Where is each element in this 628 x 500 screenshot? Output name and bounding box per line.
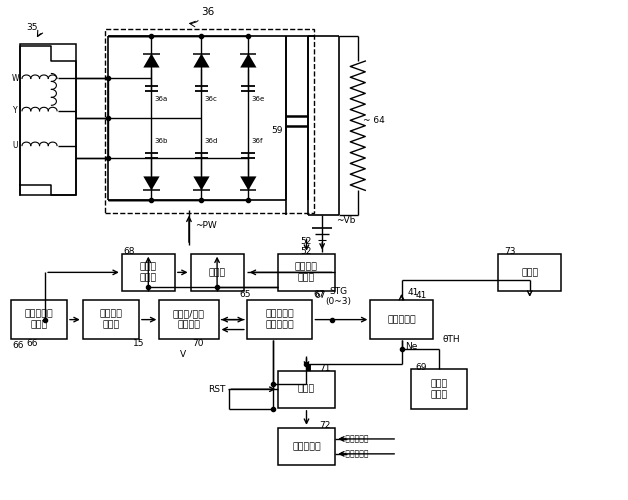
Bar — [20, 44, 77, 196]
Polygon shape — [143, 54, 160, 68]
Text: ←禁止判定值: ←禁止判定值 — [340, 434, 369, 444]
Text: ~Vb: ~Vb — [336, 216, 355, 224]
Bar — [160, 300, 219, 340]
Text: 占空比
设定部: 占空比 设定部 — [139, 262, 157, 282]
Text: ~ 64: ~ 64 — [363, 116, 384, 125]
Bar — [247, 300, 313, 340]
Text: 35: 35 — [26, 23, 38, 32]
Text: W: W — [11, 74, 19, 83]
Polygon shape — [193, 54, 210, 68]
Bar — [278, 428, 335, 465]
Text: 发送机转数
判定部: 发送机转数 判定部 — [24, 310, 53, 330]
Text: 41: 41 — [415, 291, 426, 300]
Text: 59: 59 — [271, 126, 283, 135]
Bar — [499, 254, 561, 291]
Bar — [371, 300, 433, 340]
Text: Y: Y — [13, 106, 18, 116]
Text: 节流阀
传感器: 节流阀 传感器 — [430, 379, 448, 400]
Text: V: V — [180, 350, 186, 359]
Text: U: U — [13, 141, 18, 150]
Polygon shape — [143, 176, 160, 190]
Polygon shape — [241, 54, 256, 68]
Text: RST: RST — [208, 384, 225, 394]
Text: 68: 68 — [123, 247, 135, 256]
Text: 67: 67 — [314, 291, 325, 300]
Text: 定时器: 定时器 — [521, 268, 538, 277]
Text: STG: STG — [329, 287, 347, 296]
Text: 36: 36 — [202, 8, 215, 18]
Bar — [278, 370, 335, 408]
Text: 状态判定部: 状态判定部 — [387, 315, 416, 324]
Text: 标记设定部: 标记设定部 — [292, 442, 321, 451]
Text: 调整器目标
电压切换部: 调整器目标 电压切换部 — [265, 310, 294, 330]
Text: 67: 67 — [314, 290, 325, 299]
Text: θTH: θTH — [442, 335, 460, 344]
Text: (0~3): (0~3) — [325, 296, 351, 306]
Bar — [278, 254, 335, 291]
Bar — [411, 370, 467, 409]
Text: Ne: Ne — [404, 342, 417, 351]
Bar — [11, 300, 67, 340]
Text: 71: 71 — [319, 364, 330, 373]
Text: 36e: 36e — [251, 96, 265, 102]
Text: ←许可判定值: ←许可判定值 — [340, 450, 369, 458]
Text: 36c: 36c — [205, 96, 217, 102]
Text: 36f: 36f — [251, 138, 263, 144]
Bar — [104, 28, 314, 212]
Bar — [190, 254, 244, 291]
Text: 转子角度
传感器: 转子角度 传感器 — [99, 310, 122, 330]
Text: 15: 15 — [133, 339, 144, 348]
Text: 电池电压
判定部: 电池电压 判定部 — [295, 262, 318, 282]
Text: 36a: 36a — [154, 96, 168, 102]
Text: 73: 73 — [505, 247, 516, 256]
Text: 计数器: 计数器 — [298, 384, 315, 394]
Text: 41: 41 — [408, 288, 419, 297]
Polygon shape — [241, 176, 256, 190]
Text: 70: 70 — [192, 339, 203, 348]
Bar — [83, 300, 139, 340]
Bar — [122, 254, 175, 291]
Text: 36b: 36b — [154, 138, 168, 144]
Text: 36d: 36d — [205, 138, 218, 144]
Text: 52: 52 — [300, 237, 311, 246]
Text: 52: 52 — [300, 247, 311, 256]
Text: 69: 69 — [415, 363, 427, 372]
Text: 驱动器: 驱动器 — [208, 268, 225, 277]
Polygon shape — [193, 176, 210, 190]
Text: ~PW: ~PW — [195, 220, 217, 230]
Text: 超前角/滞后
角设定部: 超前角/滞后 角设定部 — [173, 310, 205, 330]
Text: 72: 72 — [319, 421, 330, 430]
Text: 66: 66 — [12, 341, 23, 350]
Text: 65: 65 — [239, 290, 251, 299]
Text: 66: 66 — [26, 339, 38, 348]
